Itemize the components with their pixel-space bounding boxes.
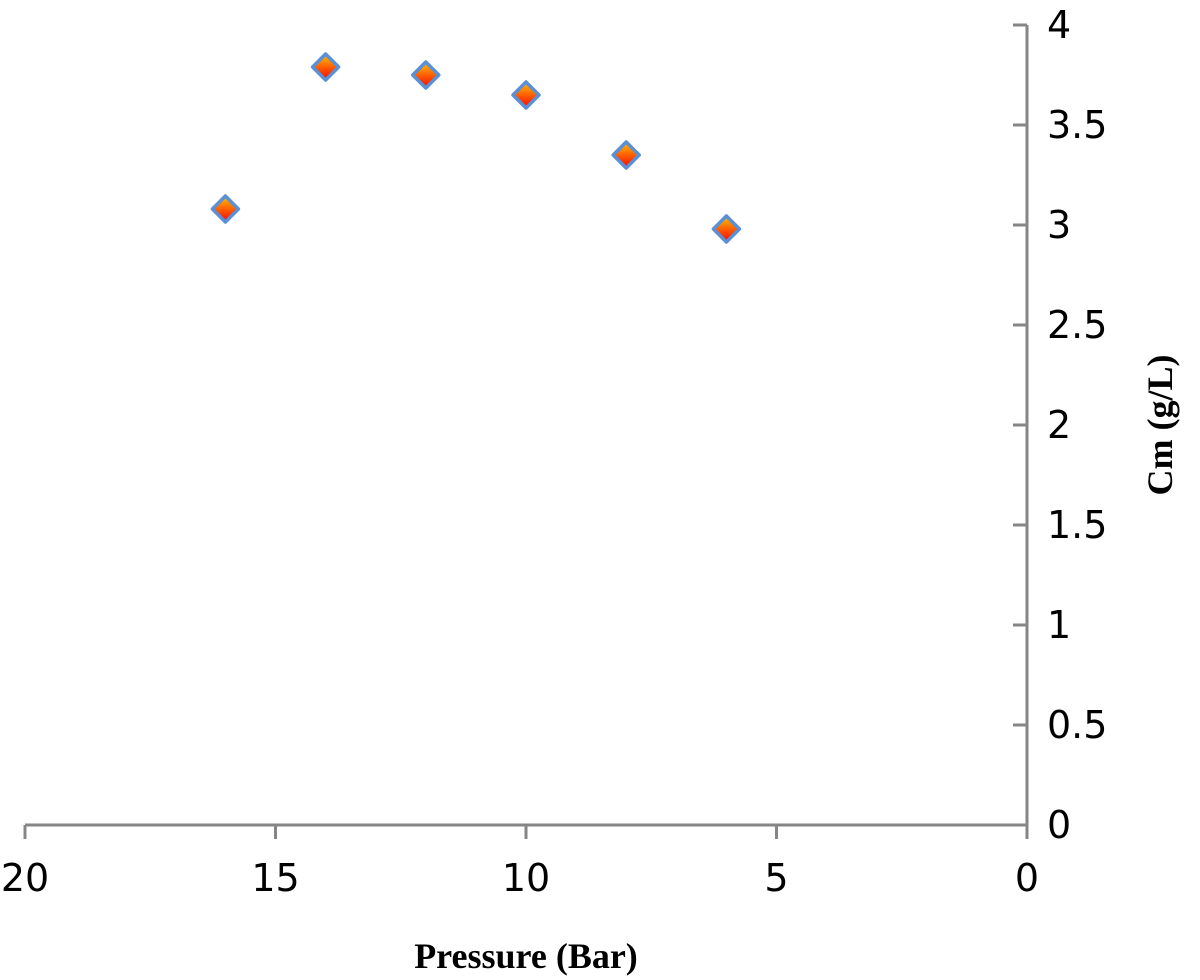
y-ticks: 0 0.5 1 1.5 2 2.5 3 3.5 4 — [1013, 3, 1107, 847]
data-point-marker — [210, 194, 241, 224]
x-tick-label: 15 — [251, 856, 299, 900]
data-point-marker — [310, 52, 341, 82]
x-ticks: 20 15 10 5 0 — [1, 825, 1039, 900]
y-tick-label: 3 — [1047, 203, 1071, 247]
data-point-marker — [611, 140, 641, 170]
x-tick-label: 0 — [1015, 856, 1039, 900]
x-tick-label: 10 — [502, 856, 550, 900]
data-point-marker — [711, 214, 742, 244]
y-tick-label: 1 — [1047, 603, 1071, 647]
x-tick-label: 5 — [764, 856, 788, 900]
y-tick-label: 0.5 — [1047, 703, 1107, 747]
y-tick-label: 2 — [1047, 403, 1071, 447]
data-point-marker — [411, 60, 441, 90]
x-axis-title: Pressure (Bar) — [414, 936, 638, 976]
y-axis-title: Cm (g/L) — [1140, 355, 1180, 496]
x-tick-label: 20 — [1, 856, 49, 900]
y-tick-label: 2.5 — [1047, 303, 1107, 347]
data-point-marker — [511, 80, 541, 110]
y-tick-label: 0 — [1047, 803, 1071, 847]
y-tick-label: 1.5 — [1047, 503, 1107, 547]
y-tick-label: 4 — [1047, 3, 1071, 47]
data-points — [210, 52, 742, 244]
y-tick-label: 3.5 — [1047, 103, 1107, 147]
